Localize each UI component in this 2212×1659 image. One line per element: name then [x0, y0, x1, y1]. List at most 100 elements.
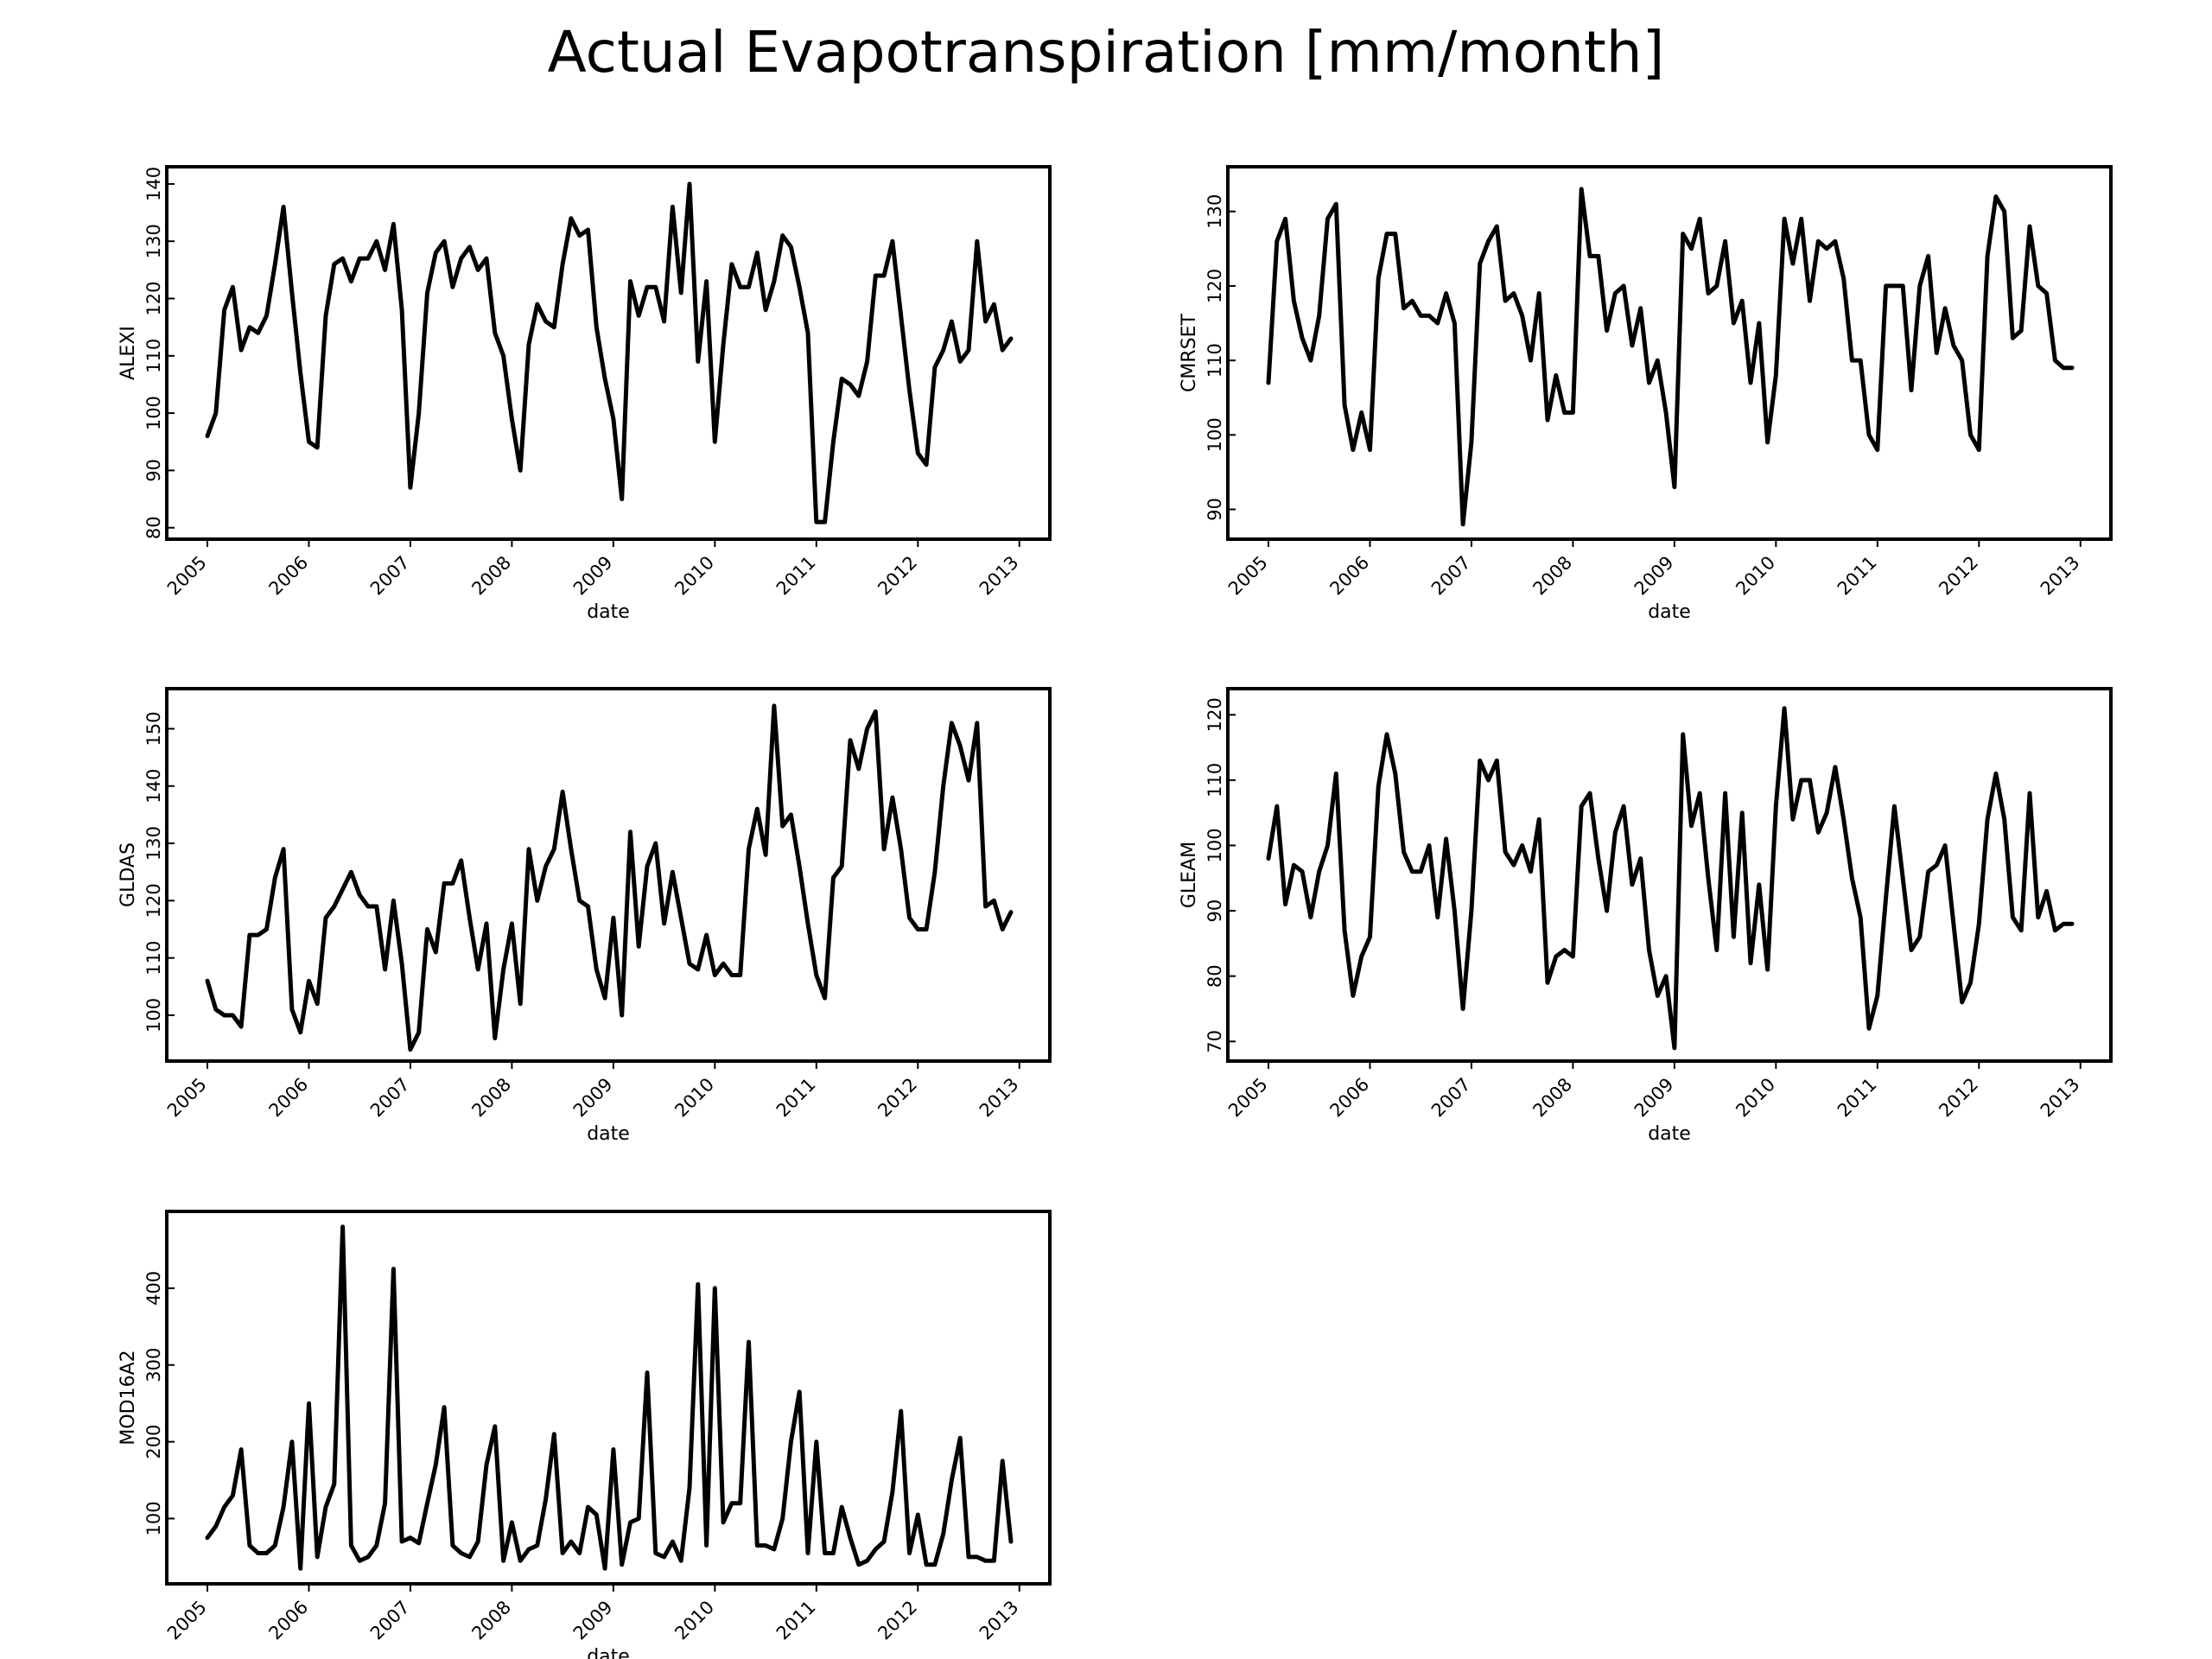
series-line — [1266, 706, 2075, 1051]
x-tick-label: 2013 — [2037, 1074, 2084, 1122]
y-tick-label: 120 — [143, 883, 164, 918]
x-tick-label: 2011 — [772, 1074, 820, 1122]
y-axis-label: CMRSET — [1179, 313, 1200, 391]
y-tick-label: 130 — [1205, 194, 1225, 229]
x-tick-label: 2010 — [671, 1074, 718, 1122]
x-tick-label: 2008 — [467, 1597, 515, 1644]
x-tick-label: 2011 — [772, 1597, 820, 1644]
x-tick-label: 2006 — [264, 1597, 312, 1644]
x-tick-label: 2005 — [1224, 552, 1272, 600]
x-tick-label: 2013 — [2037, 552, 2084, 600]
x-tick-label: 2010 — [1732, 1074, 1779, 1122]
x-axis-label: date — [587, 1646, 630, 1659]
x-tick-label: 2006 — [264, 1074, 312, 1122]
y-tick-label: 110 — [1205, 763, 1225, 798]
x-tick-label: 2007 — [366, 552, 414, 600]
y-tick-label: 90 — [143, 459, 164, 482]
x-tick-label: 2009 — [569, 552, 617, 600]
y-tick-label: 130 — [143, 224, 164, 258]
y-tick-label: 110 — [1205, 343, 1225, 378]
x-tick-label: 2009 — [1630, 552, 1678, 600]
subplot-gldas: 2005 2006 2007 2008 2009 2010 2011 2012 2013 100 1… — [118, 687, 1052, 1145]
x-tick-label: 2011 — [1834, 1074, 1881, 1122]
x-tick-label: 2010 — [671, 552, 718, 600]
y-tick-label: 70 — [1205, 1030, 1225, 1053]
x-tick-label: 2012 — [874, 1597, 921, 1644]
x-tick-label: 2007 — [1427, 1074, 1475, 1122]
y-tick-label: 80 — [1205, 964, 1225, 988]
y-tick-label: 100 — [143, 998, 164, 1033]
x-tick-label: 2007 — [1427, 552, 1475, 600]
x-tick-label: 2013 — [976, 1597, 1023, 1644]
y-axis-label: ALEXI — [118, 326, 139, 380]
x-tick-label: 2007 — [366, 1597, 414, 1644]
x-tick-label: 2005 — [1224, 1074, 1272, 1122]
plot-frame — [165, 1210, 1052, 1586]
x-tick-label: 2013 — [976, 1074, 1023, 1122]
subplot-mod16a2: 2005 2006 2007 2008 2009 2010 2011 2012 2013 100 2… — [118, 1210, 1052, 1659]
plot-frame — [165, 165, 1052, 541]
series-line — [205, 1224, 1014, 1571]
x-tick-label: 2008 — [1529, 552, 1576, 600]
series-line — [205, 181, 1014, 524]
y-tick-label: 80 — [143, 516, 164, 539]
plot-frame — [1226, 687, 2113, 1063]
subplot-alexi: 2005 2006 2007 2008 2009 2010 2011 2012 2013 80 90… — [118, 165, 1052, 623]
y-tick-label: 400 — [143, 1271, 164, 1306]
x-tick-label: 2006 — [264, 552, 312, 600]
subplot-gleam: 2005 2006 2007 2008 2009 2010 2011 2012 2013 70 80… — [1179, 687, 2113, 1145]
y-axis-label: GLDAS — [118, 842, 139, 907]
x-tick-label: 2010 — [671, 1597, 718, 1644]
subplot-cmrset: 2005 2006 2007 2008 2009 2010 2011 2012 2013 90 10… — [1179, 165, 2113, 623]
y-tick-label: 120 — [143, 281, 164, 315]
x-tick-label: 2005 — [163, 1074, 211, 1122]
x-tick-label: 2010 — [1732, 552, 1779, 600]
series-line — [205, 703, 1014, 1052]
series-line — [1266, 187, 2075, 527]
y-tick-label: 100 — [143, 1501, 164, 1535]
x-tick-label: 2009 — [569, 1074, 617, 1122]
y-tick-label: 150 — [143, 711, 164, 746]
x-tick-label: 2005 — [163, 1597, 211, 1644]
y-tick-label: 90 — [1205, 498, 1225, 521]
y-tick-label: 130 — [143, 826, 164, 861]
y-tick-label: 120 — [1205, 269, 1225, 303]
y-axis-label: MOD16A2 — [118, 1350, 139, 1445]
x-tick-label: 2011 — [1834, 552, 1881, 600]
y-tick-label: 140 — [143, 167, 164, 201]
x-axis-label: date — [1648, 601, 1691, 623]
x-tick-label: 2011 — [772, 552, 820, 600]
y-tick-label: 110 — [143, 941, 164, 976]
x-tick-label: 2013 — [976, 552, 1023, 600]
y-axis-label: GLEAM — [1179, 842, 1200, 908]
x-tick-label: 2012 — [1935, 1074, 1982, 1122]
y-tick-label: 100 — [1205, 417, 1225, 452]
y-tick-label: 200 — [143, 1425, 164, 1459]
x-axis-label: date — [587, 1123, 630, 1145]
x-tick-label: 2009 — [569, 1597, 617, 1644]
y-tick-label: 300 — [143, 1348, 164, 1382]
plot-frame — [1226, 165, 2113, 541]
x-axis-label: date — [1648, 1123, 1691, 1145]
x-tick-label: 2005 — [163, 552, 211, 600]
plot-frame — [165, 687, 1052, 1063]
x-tick-label: 2006 — [1325, 1074, 1373, 1122]
x-tick-label: 2009 — [1630, 1074, 1678, 1122]
x-tick-label: 2012 — [874, 552, 921, 600]
x-tick-label: 2008 — [467, 1074, 515, 1122]
y-tick-label: 120 — [1205, 697, 1225, 732]
y-tick-label: 140 — [143, 769, 164, 804]
x-tick-label: 2007 — [366, 1074, 414, 1122]
y-tick-label: 100 — [1205, 828, 1225, 862]
x-axis-label: date — [587, 601, 630, 623]
x-tick-label: 2012 — [1935, 552, 1982, 600]
x-tick-label: 2008 — [1529, 1074, 1576, 1122]
page-title: Actual Evapotranspiration [mm/month] — [547, 19, 1665, 86]
y-tick-label: 100 — [143, 396, 164, 430]
x-tick-label: 2006 — [1325, 552, 1373, 600]
y-tick-label: 110 — [143, 339, 164, 373]
x-tick-label: 2008 — [467, 552, 515, 600]
x-tick-label: 2012 — [874, 1074, 921, 1122]
y-tick-label: 90 — [1205, 899, 1225, 923]
